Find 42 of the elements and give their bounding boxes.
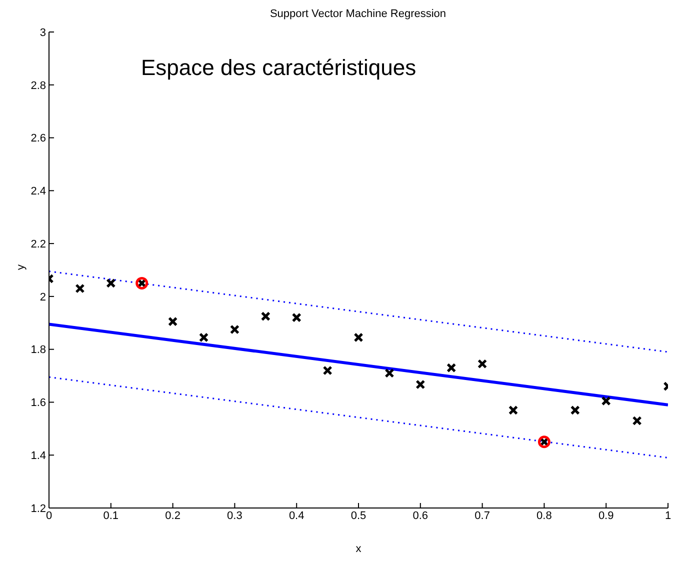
x-tick-label: 0.6 (412, 510, 428, 522)
y-tick-label: 2 (40, 291, 46, 304)
point (322, 366, 332, 376)
point (198, 332, 209, 342)
x-tick-label: 0.8 (536, 510, 552, 522)
point (168, 316, 178, 326)
point (632, 416, 642, 426)
x-tick-label: 0 (46, 510, 52, 522)
point (570, 405, 580, 415)
y-tick-label: 1.8 (30, 344, 46, 356)
y-tick-label: 2.2 (30, 238, 46, 250)
y-tick-label: 2.8 (30, 80, 46, 92)
x-tick-label: 1 (664, 510, 672, 522)
y-tick-label: 2.4 (30, 186, 46, 198)
y-tick-label: 1.6 (30, 397, 46, 410)
x-tick-label: 0.4 (288, 510, 304, 522)
y-tick-label: 1.2 (30, 502, 46, 515)
x-axis-title: x (356, 543, 362, 555)
x-tick-label: 0.9 (598, 510, 614, 522)
point (508, 405, 518, 415)
chart-title: Support Vector Machine Regression (268, 8, 448, 20)
y-tick-label: 3 (40, 26, 46, 39)
point (601, 396, 611, 406)
x-tick-label: 0.2 (165, 510, 180, 522)
x-tick-label: 0.1 (103, 510, 119, 522)
y-axis-title: y (14, 264, 27, 270)
x-tick-label: 0.7 (474, 510, 490, 522)
point (478, 359, 488, 369)
point (260, 311, 270, 322)
point (230, 324, 240, 334)
point (354, 332, 364, 342)
y-tick-label: 2.6 (30, 132, 46, 145)
point (446, 363, 456, 373)
point (292, 312, 302, 322)
x-tick-label: 0.5 (350, 510, 366, 522)
annotation: Espace des caractéristiques (141, 54, 416, 81)
y-tick-label: 1.4 (30, 450, 46, 462)
point (384, 368, 394, 378)
point (75, 284, 85, 294)
x-tick-label: 0.3 (227, 510, 242, 522)
point (416, 380, 426, 390)
point (106, 278, 116, 288)
